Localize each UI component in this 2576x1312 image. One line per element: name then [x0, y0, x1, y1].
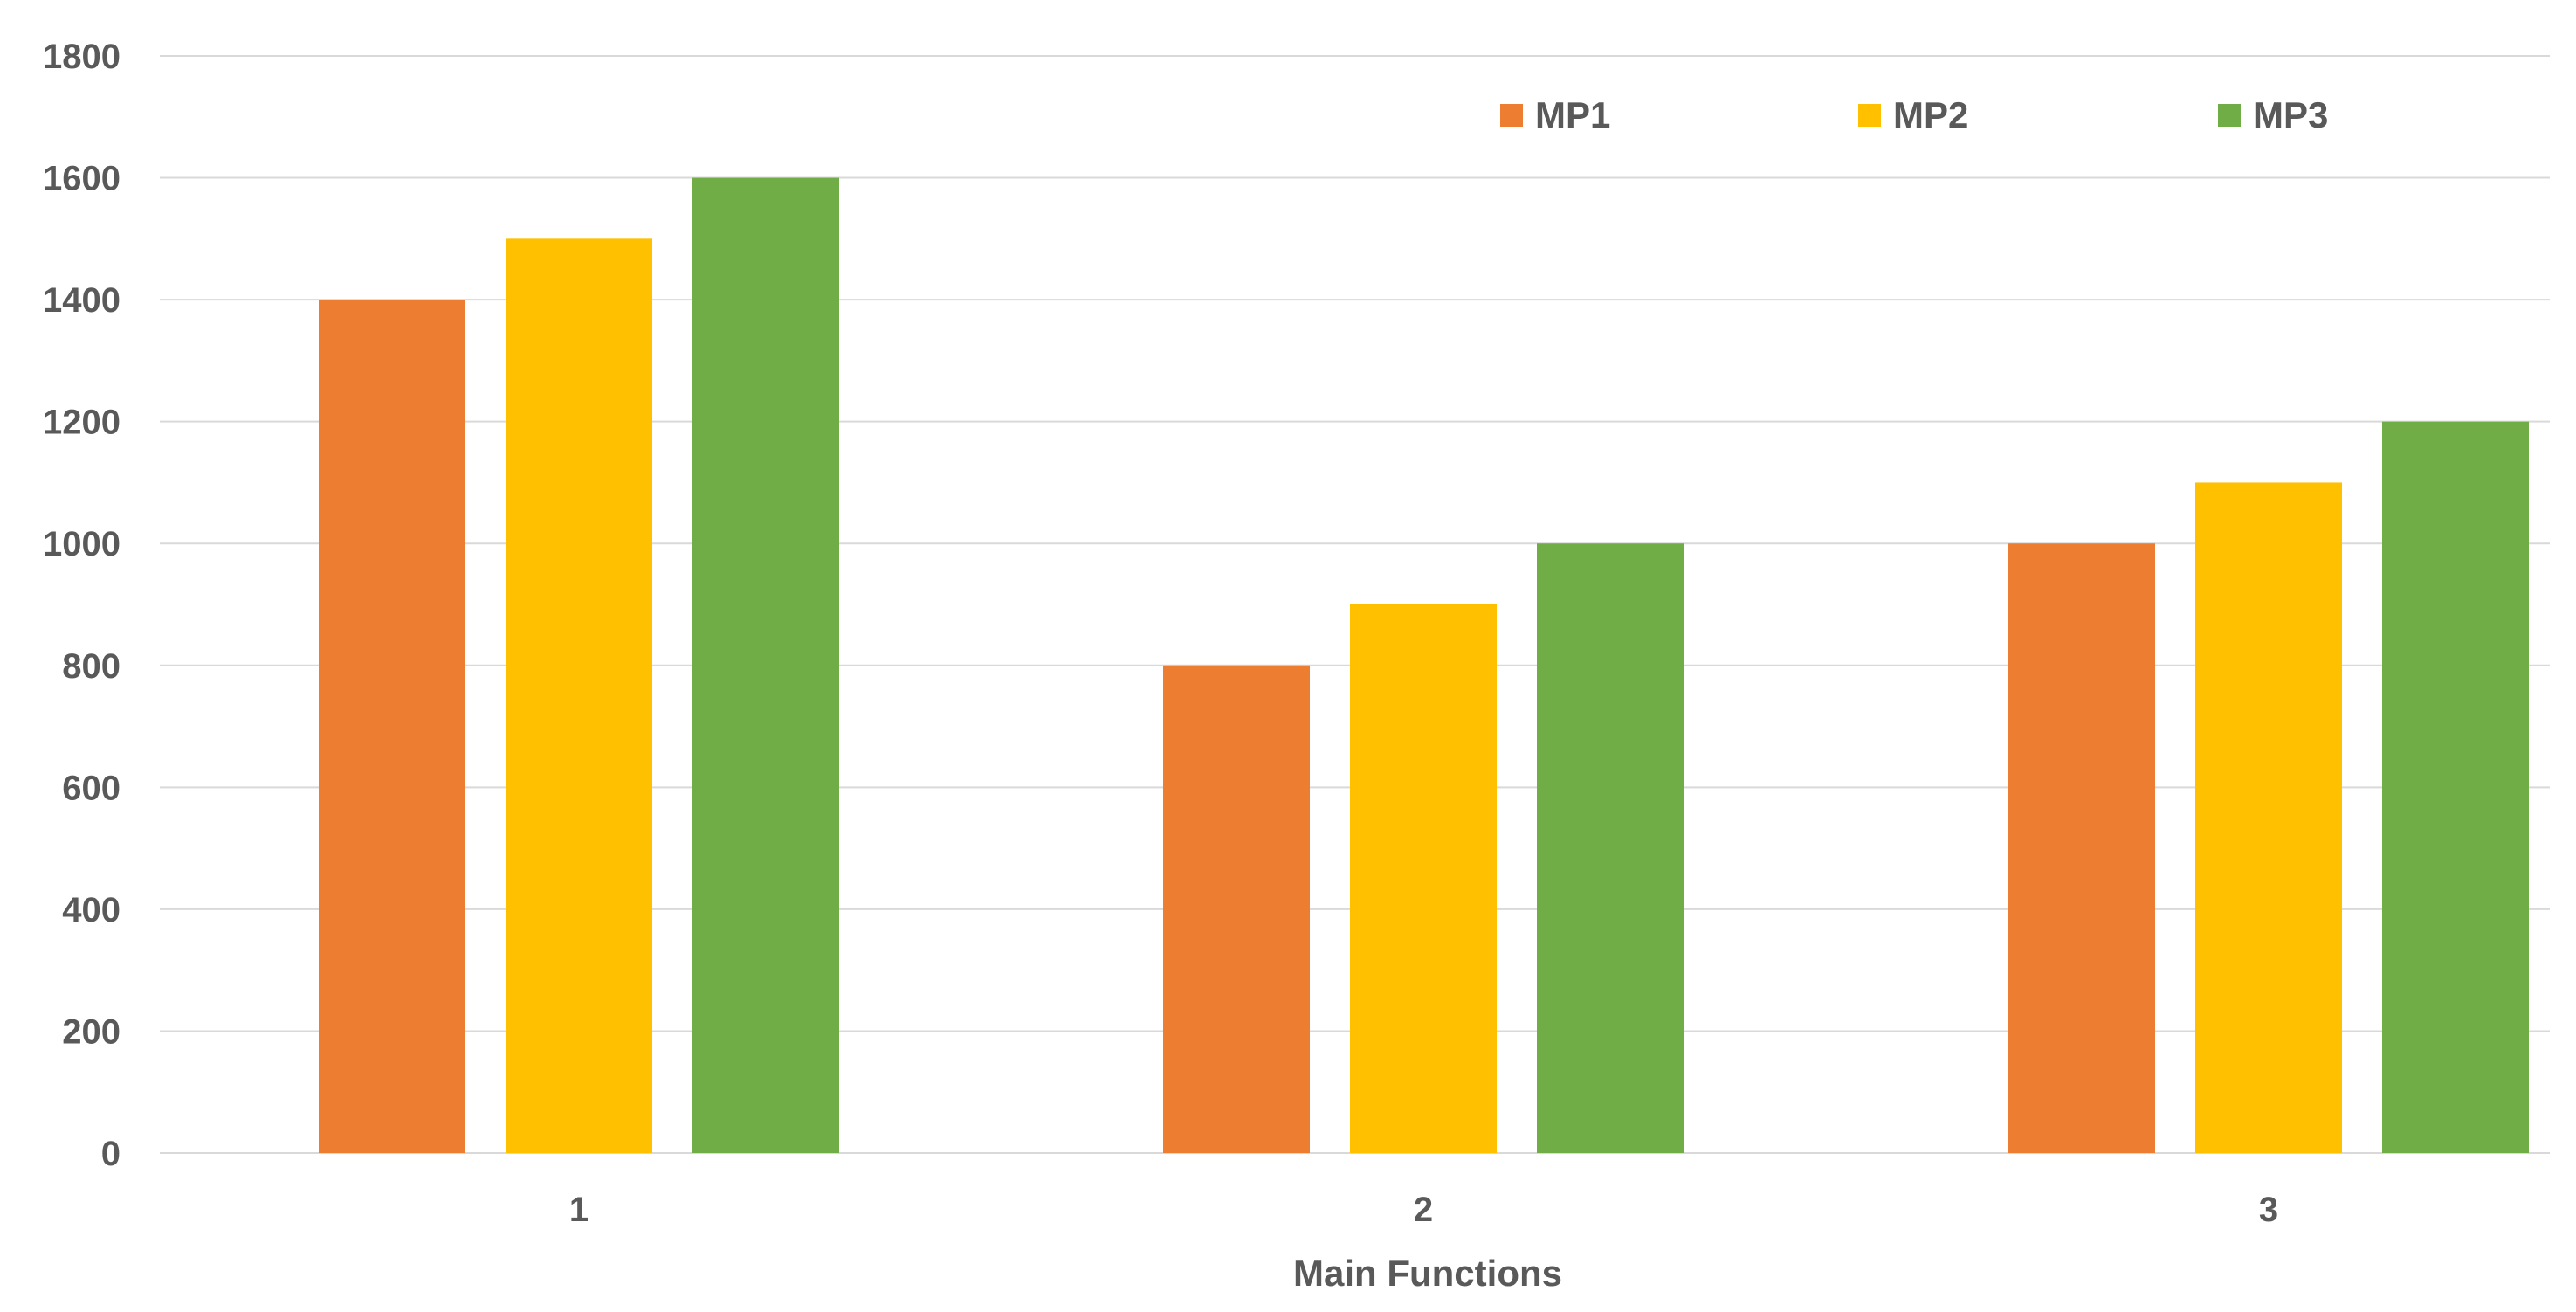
y-tick-label: 1000: [43, 525, 121, 563]
y-tick-label: 1600: [43, 160, 121, 198]
legend-label-mp1: MP1: [1535, 94, 1610, 135]
y-tick-label: 200: [62, 1012, 121, 1051]
bar-mp1-1: [319, 300, 465, 1154]
x-tick-label: 3: [2259, 1191, 2278, 1229]
x-axis-title: Main Functions: [1293, 1253, 1562, 1294]
y-tick-label: 600: [62, 769, 121, 807]
bar-mp2-2: [1350, 604, 1497, 1153]
legend-swatch-mp2: [1858, 104, 1881, 127]
bars: [319, 177, 2529, 1154]
bar-mp2-1: [506, 238, 652, 1153]
bar-mp1-2: [1163, 665, 1310, 1153]
y-tick-label: 1800: [43, 38, 121, 76]
x-tick-label: 1: [569, 1191, 589, 1229]
y-tick-label: 1400: [43, 281, 121, 320]
x-tick-label: 2: [1414, 1191, 1433, 1229]
legend-swatch-mp1: [1500, 104, 1523, 127]
y-tick-label: 800: [62, 647, 121, 686]
y-tick-label: 400: [62, 891, 121, 929]
bar-mp2-3: [2195, 482, 2342, 1153]
y-axis-tick-labels: 0 200 400 600 800 1000 1200 1400 1600 1800: [43, 38, 121, 1173]
legend: MP1 MP2 MP3: [1500, 94, 2328, 135]
bar-mp3-2: [1537, 543, 1684, 1153]
legend-label-mp3: MP3: [2253, 94, 2328, 135]
y-tick-label: 1200: [43, 404, 121, 442]
bar-mp1-3: [2008, 543, 2155, 1153]
legend-swatch-mp3: [2218, 104, 2241, 127]
bar-mp3-1: [692, 177, 839, 1154]
x-axis-tick-labels: 1 2 3: [569, 1191, 2278, 1229]
y-tick-label: 0: [101, 1135, 121, 1173]
bar-mp3-3: [2382, 421, 2529, 1154]
legend-label-mp2: MP2: [1893, 94, 1968, 135]
